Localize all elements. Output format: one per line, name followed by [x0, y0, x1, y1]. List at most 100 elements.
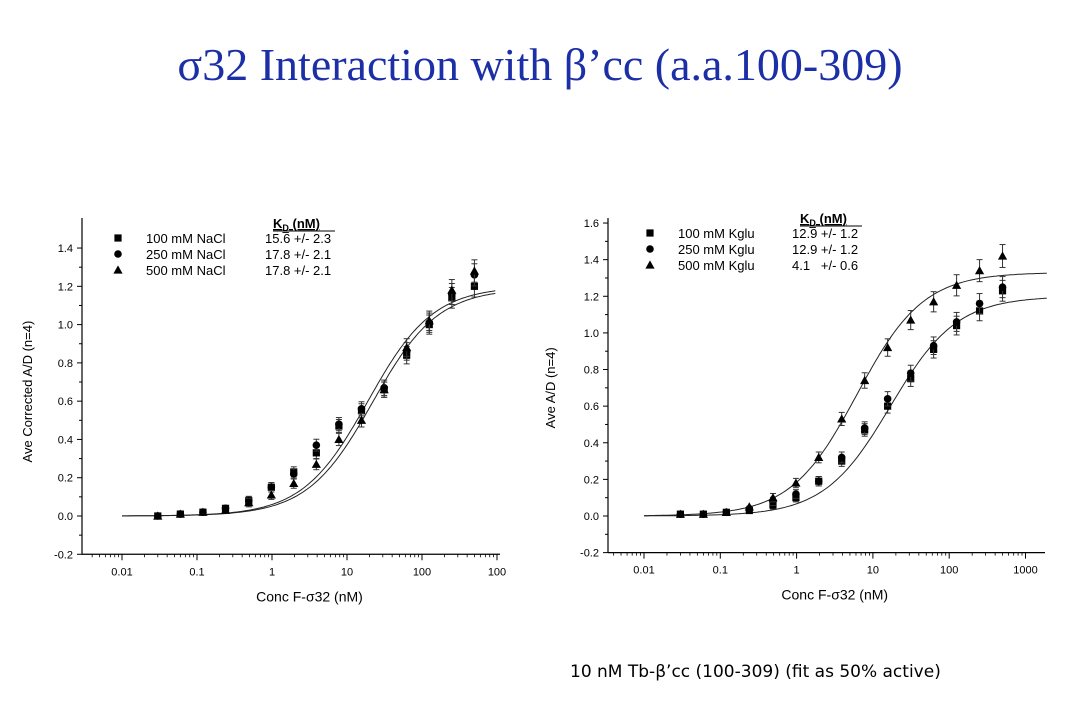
legend-label: 500 mM NaCl	[146, 263, 226, 278]
data-point	[357, 405, 366, 413]
data-point	[814, 452, 824, 462]
data-point	[906, 315, 916, 324]
x-tick-label: 1	[794, 565, 800, 577]
data-point	[447, 285, 457, 294]
legend-label: 100 mM NaCl	[146, 231, 226, 246]
legend-label: 250 mM Kglu	[678, 242, 755, 257]
data-point	[267, 483, 276, 492]
legend-kd-value: 12.9 +/- 1.2	[792, 242, 858, 257]
data-point	[244, 498, 254, 507]
data-point	[175, 509, 185, 518]
data-point	[768, 493, 778, 502]
x-tick-label: 1	[269, 566, 275, 578]
data-point	[744, 502, 754, 511]
data-point	[837, 414, 847, 423]
x-axis-label: Conc F-σ32 (nM)	[256, 588, 363, 604]
slide-title: σ32 Interaction with β’cc (a.a.100-309)	[177, 39, 903, 90]
y-tick-label: 1.2	[584, 291, 599, 303]
data-point	[929, 297, 939, 306]
data-point	[698, 509, 708, 518]
series-triangle	[153, 259, 480, 520]
data-point	[402, 342, 412, 352]
x-tick-label: 100	[413, 566, 431, 578]
y-tick-label: 0.4	[58, 434, 73, 446]
y-tick-label: 1.0	[58, 320, 73, 332]
chart-nacl: -0.2 0.0 0.2 0.4 0.6 0.8 1.0 1.2 1.4 0.01 0.1 1 10 10…	[20, 216, 506, 604]
y-tick-label: 0.2	[58, 473, 73, 485]
y-tick-label: 1.4	[584, 255, 599, 267]
footnote: 10 nM Tb-β’cc (100-309) (fit as 50% acti…	[570, 662, 941, 682]
data-point	[883, 342, 893, 352]
legend-marker	[646, 229, 654, 237]
legend-label: 100 mM Kglu	[678, 226, 755, 241]
x-tick-label: 100	[488, 566, 506, 578]
data-point	[312, 449, 320, 457]
legend-marker	[646, 245, 654, 253]
y-tick-label: 1.0	[584, 328, 599, 340]
legend-kd-value: 12.9 +/- 1.2	[792, 226, 858, 241]
fit-curve	[644, 297, 1047, 517]
y-tick-label: -0.2	[580, 548, 599, 560]
data-point	[929, 341, 938, 350]
data-point	[792, 490, 800, 498]
x-tick-label: 10	[341, 566, 353, 578]
data-point	[334, 434, 344, 444]
y-tick-label: 0.0	[58, 511, 73, 523]
data-point	[153, 511, 163, 520]
data-point	[997, 251, 1008, 260]
y-tick-label: 0.8	[584, 365, 599, 377]
data-point	[312, 441, 321, 449]
x-tick-label: 0.01	[111, 566, 132, 578]
data-point	[220, 505, 231, 514]
data-point	[952, 318, 961, 326]
data-point	[721, 507, 731, 516]
data-point	[974, 266, 985, 275]
y-tick-label: 0.0	[584, 511, 599, 523]
x-tick-label: 0.1	[189, 566, 204, 578]
y-axis-label: Ave A/D (n=4)	[543, 347, 558, 428]
data-point	[883, 395, 892, 403]
series-circle	[676, 276, 1007, 518]
data-point	[424, 316, 434, 325]
legend-kd-value: 17.8 +/- 2.1	[265, 263, 331, 278]
series-triangle	[675, 244, 1008, 518]
x-tick-label: 0.1	[713, 565, 728, 577]
data-point	[951, 280, 962, 289]
data-point	[356, 415, 367, 424]
data-point	[311, 459, 321, 468]
data-point	[791, 478, 801, 487]
y-axis-label: Ave Corrected A/D (n=4)	[20, 321, 35, 463]
data-point	[998, 283, 1007, 291]
chart-kglu: -0.2 0.0 0.2 0.4 0.6 0.8 1.0 1.2 1.4 1.6 0.01 0.1 1 1…	[543, 211, 1047, 603]
y-tick-label: 0.2	[584, 474, 599, 486]
data-point	[198, 507, 208, 516]
x-tick-label: 100	[940, 565, 958, 577]
y-tick-label: 0.6	[584, 401, 599, 413]
data-point	[975, 299, 984, 308]
x-axis-label: Conc F-σ32 (nM)	[781, 587, 888, 603]
y-tick-label: 1.2	[58, 281, 73, 293]
fit-curve	[122, 290, 496, 517]
legend-kd-value: 15.6 +/- 2.3	[265, 231, 331, 246]
data-point	[469, 266, 480, 275]
data-point	[335, 420, 343, 428]
legend-header: KD (nM)	[273, 216, 320, 233]
y-tick-label: 0.8	[58, 358, 73, 370]
y-tick-label: 0.6	[58, 396, 73, 408]
legend-kd-value: 17.8 +/- 2.1	[265, 247, 331, 262]
legend-marker	[114, 250, 122, 258]
y-tick-label: 1.4	[58, 243, 73, 255]
data-point	[837, 453, 846, 462]
fit-curve	[644, 272, 1047, 517]
data-point	[860, 424, 869, 432]
data-point	[860, 375, 870, 385]
legend-header: KD (nM)	[800, 211, 847, 228]
x-tick-label: 0.01	[633, 565, 654, 577]
x-tick-label: 10	[867, 565, 879, 577]
data-point	[814, 477, 823, 486]
legend-marker	[645, 260, 655, 269]
legend-kd-value: 4.1 +/- 0.6	[792, 258, 858, 273]
data-point	[906, 369, 915, 377]
data-point	[289, 470, 298, 478]
data-point	[289, 478, 299, 488]
